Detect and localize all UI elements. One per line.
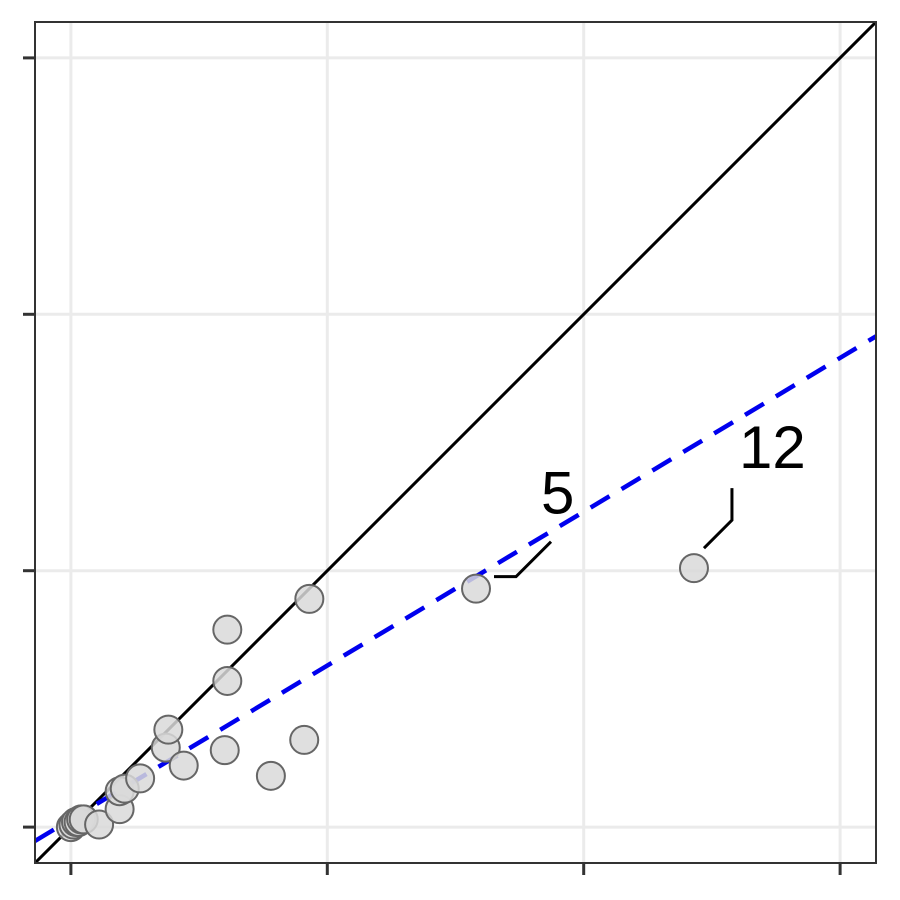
data-point-19 — [294, 583, 325, 614]
data-point-10 — [125, 763, 156, 794]
data-point-6 — [84, 809, 115, 840]
data-point-12 — [153, 714, 184, 745]
data-point-14 — [209, 735, 240, 766]
data-point-18 — [289, 724, 320, 755]
data-point-20 — [461, 573, 492, 604]
data-points — [55, 553, 709, 843]
panel-border — [34, 21, 877, 864]
data-point-21 — [678, 553, 709, 584]
point-label-12: 12 — [739, 414, 806, 481]
point-labels: 5 12 — [494, 414, 806, 579]
grid-lines — [35, 22, 876, 863]
label-leader-5 — [494, 540, 553, 579]
axis-ticks — [23, 56, 842, 875]
data-point-17 — [255, 760, 286, 791]
data-point-16 — [212, 614, 243, 645]
label-leader-12 — [702, 488, 734, 550]
point-label-5: 5 — [541, 460, 574, 527]
data-point-15 — [212, 665, 243, 696]
data-point-13 — [168, 750, 199, 781]
